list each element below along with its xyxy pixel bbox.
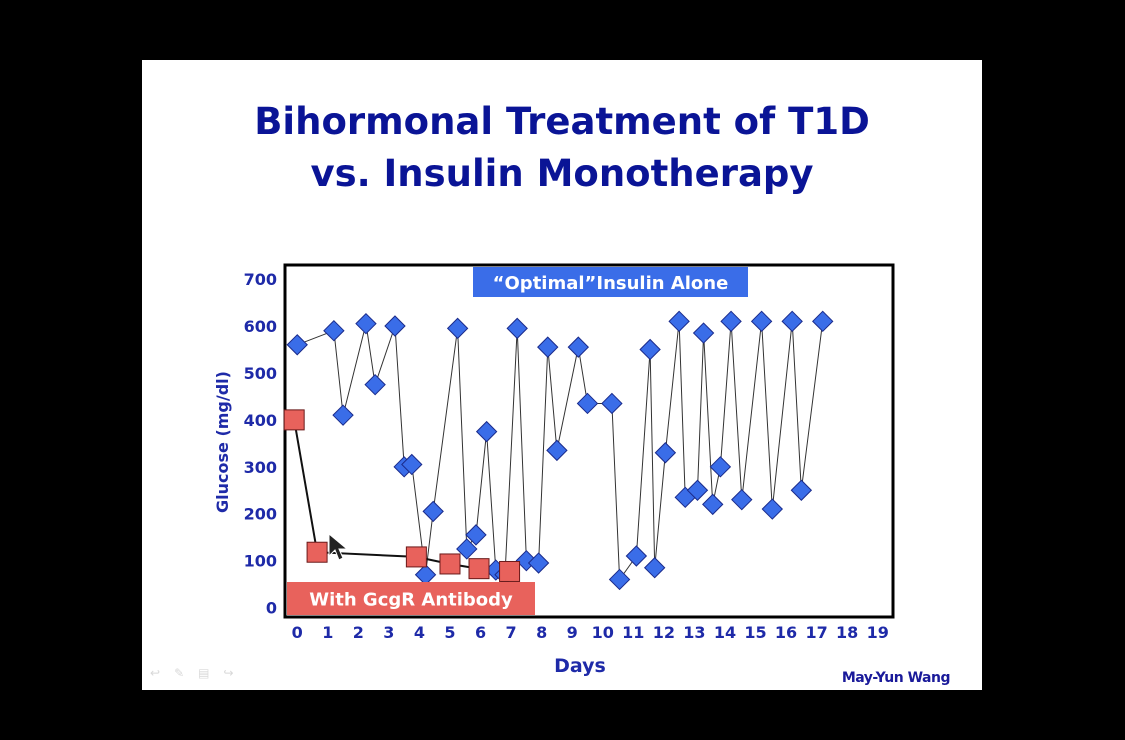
x-tick-label: 3 [383,623,394,642]
x-tick-label: 15 [744,623,766,642]
insulin-alone-point [546,439,568,462]
insulin-alone-point [446,317,469,340]
x-tick-label: 10 [592,623,614,642]
x-axis-label: Days [554,655,606,677]
insulin-alone-point [761,498,784,520]
gcgr-antibody-legend-box [287,582,535,615]
x-tick-label: 2 [353,623,364,642]
y-tick-label: 400 [244,411,277,430]
x-tick-label: 6 [475,623,486,642]
insulin-alone-point [731,488,753,511]
x-tick-label: 0 [292,623,303,642]
insulin-alone-point [601,392,623,415]
x-tick-label: 5 [444,623,455,642]
insulin-alone-point [750,310,773,333]
y-axis-label: Glucose (mg/dl) [213,371,232,513]
insulin-alone-point [475,420,498,443]
gcgr-antibody-point [283,409,305,431]
insulin-alone-point [686,479,709,501]
insulin-alone-legend-box [473,267,748,297]
y-tick-label: 100 [244,552,277,571]
y-tick-label: 600 [244,317,277,336]
y-tick-label: 200 [244,505,277,524]
x-tick-label: 14 [714,623,736,642]
y-tick-label: 500 [244,364,277,383]
x-tick-label: 12 [653,623,675,642]
slide: Bihormonal Treatment of T1D vs. Insulin … [142,60,982,690]
author-credit: May-Yun Wang [841,670,951,686]
insulin-alone-point [654,442,677,464]
insulin-alone-point [422,500,444,523]
x-tick-label: 17 [805,623,827,642]
slide-toolbar: ↩ ✎ ▤ ↪ [150,666,234,680]
insulin-alone-point [465,524,487,546]
insulin-alone-point [506,317,528,340]
insulin-alone-point [567,336,590,358]
x-tick-label: 1 [322,623,333,642]
insulin-alone-point [355,312,377,335]
x-tick-label: 13 [683,623,705,642]
x-tick-label: 7 [506,623,517,642]
back-arrow-icon[interactable]: ↩ [150,666,161,680]
insulin-alone-point [527,552,550,574]
insulin-alone-point [576,392,599,415]
insulin-alone-point [537,336,559,358]
x-tick-label: 11 [622,623,644,642]
insulin-alone-point [608,568,631,591]
insulin-alone-point [639,338,661,361]
gcgr-antibody-legend-label: With GcgR Antibody [309,590,513,611]
slide-title-line1: Bihormonal Treatment of T1D [254,100,870,143]
y-tick-label: 700 [244,270,277,289]
insulin-alone-point [456,538,478,560]
insulin-alone-point [812,310,834,333]
x-tick-label: 9 [567,623,578,642]
insulin-alone-point [332,404,354,426]
insulin-alone-point [384,315,406,337]
slide-title-line2: vs. Insulin Monotherapy [310,152,814,195]
forward-arrow-icon[interactable]: ↪ [223,666,234,680]
insulin-alone-legend-label: “Optimal”Insulin Alone [493,273,729,294]
insulin-alone-point [364,373,386,396]
x-tick-label: 18 [836,623,858,642]
insulin-alone-point [720,310,742,333]
x-tick-label: 4 [414,623,425,642]
insulin-alone-point [702,493,724,516]
insulin-alone-point [286,334,308,356]
x-tick-label: 16 [775,623,797,642]
arrow-cursor-icon [328,532,349,561]
insulin-alone-point [625,545,648,567]
pen-icon[interactable]: ✎ [174,666,185,680]
insulin-alone-point [643,557,666,579]
gcgr-antibody-point [306,541,328,563]
insulin-alone-point [401,453,423,476]
x-tick-label: 8 [536,623,547,642]
x-tick-label: 19 [867,623,889,642]
y-tick-label: 0 [266,599,277,618]
insulin-alone-point [790,479,813,501]
gcgr-antibody-point [439,553,461,575]
insulin-alone-point [668,310,690,333]
insulin-alone-point [781,310,803,333]
insulin-alone-point [692,322,715,344]
plot-frame [283,263,895,619]
menu-icon[interactable]: ▤ [198,666,210,680]
y-tick-label: 300 [244,458,277,477]
gcgr-antibody-point [499,560,521,582]
gcgr-antibody-point [468,558,490,580]
gcgr-antibody-point [405,546,427,568]
insulin-alone-point [323,319,345,342]
insulin-alone-point [709,456,732,478]
